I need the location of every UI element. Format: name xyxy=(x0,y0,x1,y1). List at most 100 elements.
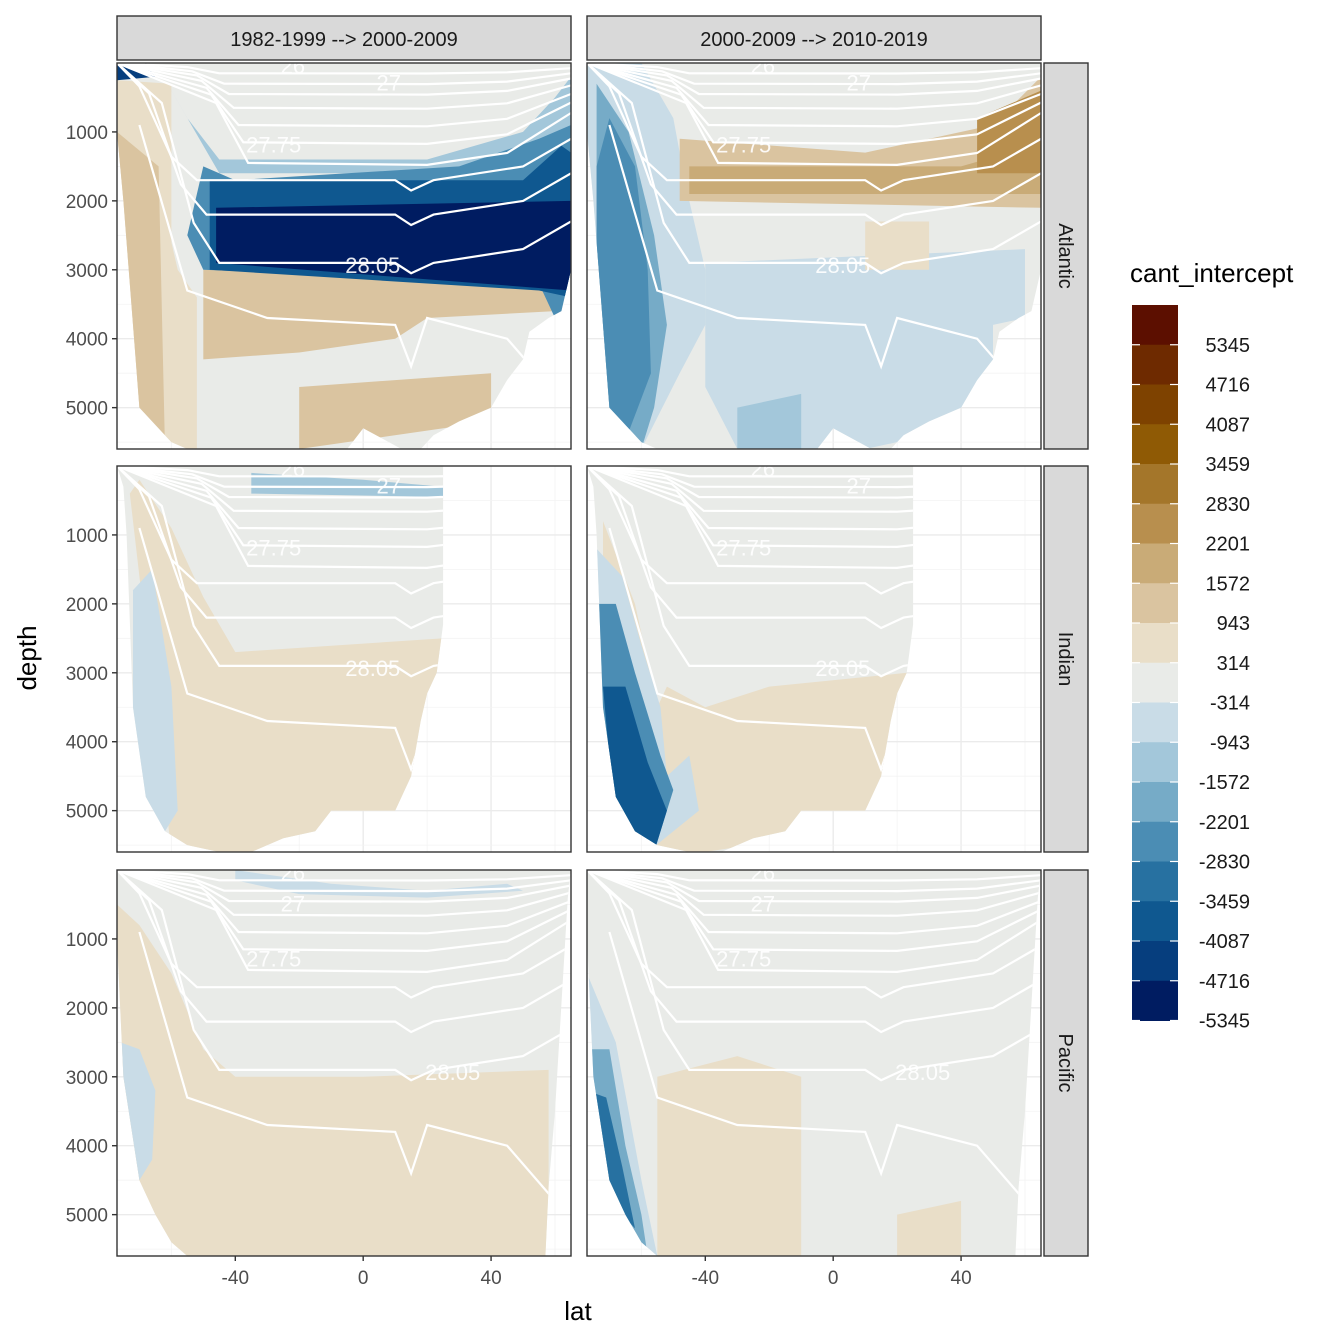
isopycnal-line xyxy=(587,466,914,531)
y-tick-label: 5000 xyxy=(66,399,108,420)
isopycnal-line xyxy=(117,466,444,513)
isopycnal-line xyxy=(138,124,556,395)
isopycnal-label: 27 xyxy=(751,891,775,916)
isopycnal-line xyxy=(587,63,1041,192)
panel-border xyxy=(586,869,1042,1257)
isopycnal-line xyxy=(138,931,556,1202)
legend-label: 5345 xyxy=(1206,335,1251,357)
isopycnal-line xyxy=(587,63,1041,96)
panel-border xyxy=(586,465,1042,853)
isopycnal-line xyxy=(117,63,571,275)
isopycnal-label: 28.05 xyxy=(895,1060,950,1085)
isopycnal-line xyxy=(587,466,914,499)
isopycnal-line xyxy=(608,527,914,798)
legend-swatch xyxy=(1132,662,1178,703)
legend-swatch xyxy=(1132,861,1178,902)
isopycnal-line xyxy=(587,870,1041,935)
band-positive-1 xyxy=(657,1056,802,1256)
isopycnal-line xyxy=(117,870,571,953)
isopycnal-line xyxy=(117,466,444,489)
y-tick-label: 3000 xyxy=(66,1068,108,1089)
isopycnal-line xyxy=(587,870,1041,1034)
y-tick-label: 4000 xyxy=(66,330,108,351)
isopycnal-line xyxy=(117,870,571,1082)
isopycnal-line xyxy=(117,466,444,678)
y-tick-label: 4000 xyxy=(66,1137,108,1158)
column-strip-label: 1982-1999 --> 2000-2009 xyxy=(230,29,457,51)
x-axis-title: lat xyxy=(564,1296,592,1326)
isopycnal-line xyxy=(117,870,571,893)
isopycnal-line xyxy=(117,466,444,549)
panel-border xyxy=(116,62,572,450)
y-tick-label: 4000 xyxy=(66,733,108,754)
filled-contours xyxy=(587,870,1041,1256)
column-strip xyxy=(586,15,1042,61)
y-tick-label: 1000 xyxy=(66,526,108,547)
isopycnal-line xyxy=(117,63,571,128)
isopycnal-line xyxy=(117,466,444,570)
isopycnal-line xyxy=(587,466,914,570)
isopycnal-label: 27.75 xyxy=(246,947,301,972)
isopycnal-label: 27.75 xyxy=(716,133,771,158)
facet-panels: 26 27 27.75 28.05 26 27 27.75 28.05 26 27 27.75 28.… xyxy=(116,62,1042,1257)
isopycnal-line xyxy=(587,466,914,513)
y-tick-label: 3000 xyxy=(66,664,108,685)
legend-label: 1572 xyxy=(1206,573,1251,595)
column-strip-label: 2000-2009 --> 2010-2019 xyxy=(700,29,927,51)
isopycnal-line xyxy=(587,63,1041,86)
isopycnal-label: 27 xyxy=(281,891,305,916)
panel-border xyxy=(116,465,572,853)
isopycnal-line xyxy=(587,870,1041,882)
legend-swatch xyxy=(1132,941,1178,982)
isopycnal-label: 28.05 xyxy=(345,253,400,278)
isopycnal-line xyxy=(117,870,571,974)
isopycnal-line xyxy=(117,870,571,999)
isopycnal-line xyxy=(117,466,444,630)
isopycnal-label: 28.05 xyxy=(345,656,400,681)
legend-label: -2830 xyxy=(1199,852,1250,874)
filled-contours xyxy=(117,870,571,1256)
legend-label: -4716 xyxy=(1199,971,1250,993)
axes: 1000200030004000500010002000300040005000… xyxy=(66,123,972,1289)
isopycnal-line xyxy=(138,527,444,798)
legend-swatch xyxy=(1132,821,1178,862)
panel-atlantic-1: 26 27 27.75 28.05 xyxy=(116,62,572,450)
isopycnal-line xyxy=(587,870,1041,1082)
column-strip xyxy=(116,15,572,61)
band-positive-1 xyxy=(865,221,930,270)
isopycnal-line xyxy=(587,63,1041,227)
isopycnal-lines: 26 27 27.75 28.05 xyxy=(117,860,571,1202)
isopycnal-lines: 26 27 27.75 28.05 xyxy=(117,466,444,798)
legend-swatch xyxy=(1132,424,1178,465)
isopycnal-lines: 26 27 27.75 28.05 xyxy=(587,860,1041,1202)
isopycnal-lines: 26 27 27.75 28.05 xyxy=(587,466,914,798)
y-tick-label: 2000 xyxy=(66,999,108,1020)
isopycnal-line xyxy=(117,63,571,110)
isopycnal-label: 27 xyxy=(847,71,871,96)
y-tick-label: 5000 xyxy=(66,802,108,823)
row-strip-label: Indian xyxy=(1054,632,1076,687)
isopycnal-line xyxy=(117,466,444,595)
isopycnal-label: 26 xyxy=(281,860,305,885)
band-positive-2 xyxy=(203,269,556,360)
legend-label: -943 xyxy=(1210,732,1250,754)
row-strip xyxy=(1043,62,1089,450)
legend-swatch xyxy=(1132,464,1178,505)
level-neutral xyxy=(587,870,1041,1256)
isopycnal-label: 26 xyxy=(751,860,775,885)
legend-swatch xyxy=(1132,980,1178,1021)
row-strip xyxy=(1043,869,1089,1257)
legend-label: -3459 xyxy=(1199,891,1250,913)
isopycnal-label: 27 xyxy=(377,71,401,96)
x-tick-label: 40 xyxy=(951,1268,972,1289)
isopycnal-label: 27.75 xyxy=(246,536,301,561)
y-tick-label: 1000 xyxy=(66,123,108,144)
band-negative-8 xyxy=(216,200,571,291)
x-tick-label: 0 xyxy=(358,1268,369,1289)
legend-swatch xyxy=(1132,543,1178,584)
legend-swatch xyxy=(1132,503,1178,544)
isopycnal-line xyxy=(117,63,571,227)
band-positive-3 xyxy=(689,118,1041,194)
isopycnal-line xyxy=(117,466,444,478)
